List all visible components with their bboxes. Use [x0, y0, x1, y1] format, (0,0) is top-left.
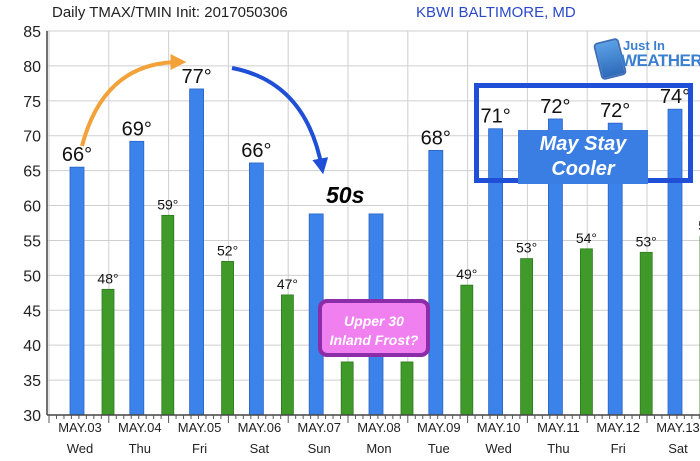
y-tick-label: 35	[23, 373, 41, 390]
x-date-label: MAY.07	[297, 420, 341, 435]
x-day-label: Wed	[485, 441, 512, 456]
y-tick-label: 75	[23, 94, 41, 111]
tmin-bar	[520, 258, 533, 416]
chart-title: Daily TMAX/TMIN Init: 2017050306	[52, 4, 288, 21]
x-day-label: Thu	[547, 441, 569, 456]
x-date-label: MAY.05	[178, 420, 222, 435]
tmin-data-label: 53°	[636, 233, 657, 249]
frost-line-1: Upper 30	[344, 313, 404, 329]
tmin-data-label: 56	[698, 217, 700, 233]
frost-line-2: Inland Frost?	[329, 332, 419, 348]
logo-line-1: Just In	[623, 38, 665, 53]
y-tick-label: 40	[23, 338, 41, 355]
tmin-data-label: 54°	[576, 230, 597, 246]
x-date-label: MAY.11	[537, 420, 580, 435]
station-name: KBWI BALTIMORE, MD	[416, 4, 576, 21]
y-tick-label: 70	[23, 129, 41, 146]
tmin-data-label: 59°	[157, 196, 178, 212]
x-day-label: Wed	[67, 441, 94, 456]
just-in-weather-logo: Just In WEATHER	[592, 37, 700, 81]
tmax-data-label: 66°	[241, 140, 271, 162]
x-date-label: MAY.04	[118, 420, 162, 435]
y-tick-label: 30	[23, 408, 41, 425]
logo-line-2: WEATHER	[621, 51, 700, 70]
x-day-label: Sat	[250, 441, 270, 456]
tmin-data-label: 49°	[456, 266, 477, 282]
x-day-label: Fri	[611, 441, 626, 456]
tmin-bar	[639, 251, 653, 416]
x-day-label: Thu	[129, 441, 151, 456]
tmin-bar	[580, 248, 593, 416]
y-tick-label: 85	[23, 24, 41, 41]
tmax-data-label: 72°	[540, 96, 570, 118]
tmin-data-label: 52°	[217, 242, 238, 258]
x-day-label: Fri	[192, 441, 207, 456]
tmin-data-label: 48°	[97, 270, 118, 286]
y-tick-label: 50	[23, 268, 41, 285]
bars	[69, 88, 700, 416]
y-tick-label: 65	[23, 164, 41, 181]
tmax-data-label: 66°	[62, 144, 92, 166]
x-date-label: MAY.10	[477, 420, 521, 435]
warming-trend-arrow	[80, 54, 187, 147]
tmax-bar	[428, 149, 444, 416]
cooler-line-2: Cooler	[551, 158, 615, 180]
axes: 30 35 40 45 50 55 60 65 70 75 80 85 MAY.03 Wed MAY.04 T…	[23, 24, 700, 456]
tmin-data-label: 47°	[277, 276, 298, 292]
x-day-label: Sat	[668, 441, 688, 456]
x-day-label: Sun	[308, 441, 331, 456]
tmax-data-label: 68°	[421, 127, 451, 149]
y-tick-label: 45	[23, 303, 41, 320]
tmax-data-label: 77°	[181, 66, 211, 88]
x-date-label: MAY.06	[238, 420, 282, 435]
cooling-trend-arrow	[231, 66, 329, 175]
tmax-bar	[189, 88, 205, 416]
x-day-label: Mon	[366, 441, 391, 456]
x-date-label: MAY.13	[656, 420, 700, 435]
frost-callout: Upper 30 Inland Frost?	[318, 299, 430, 357]
tmin-bar	[340, 361, 354, 416]
x-date-label: MAY.08	[357, 420, 401, 435]
tmax-bar	[69, 166, 85, 416]
x-date-label: MAY.12	[596, 420, 640, 435]
x-date-label: MAY.03	[58, 420, 102, 435]
fifties-annotation: 50s	[326, 182, 365, 208]
tmax-data-label: 72°	[600, 100, 630, 122]
tmax-data-label: 69°	[122, 118, 152, 140]
y-tick-label: 80	[23, 59, 41, 76]
tmax-bar	[129, 140, 145, 416]
tmax-data-label: 71°	[480, 106, 510, 128]
tmin-data-label: 53°	[516, 240, 537, 256]
x-date-label: MAY.09	[417, 420, 461, 435]
tmin-bar	[101, 288, 115, 416]
x-day-label: Tue	[428, 441, 450, 456]
bar-labels: 66° 69° 77° 66° 68° 71° 72° 72° 74° 48° 59° 52° 47° 4…	[62, 66, 700, 292]
tmin-bar	[400, 361, 414, 416]
tmin-bar	[280, 294, 294, 416]
tmin-bar	[460, 284, 474, 416]
tmin-bar	[161, 214, 175, 416]
cooler-callout: May Stay Cooler	[518, 130, 648, 184]
tmax-data-label: 74°	[660, 86, 690, 108]
y-tick-label: 60	[23, 199, 41, 216]
y-tick-label: 55	[23, 233, 41, 250]
tmin-bar	[221, 260, 235, 416]
tmax-bar	[248, 162, 264, 416]
cooler-line-1: May Stay	[539, 133, 627, 155]
